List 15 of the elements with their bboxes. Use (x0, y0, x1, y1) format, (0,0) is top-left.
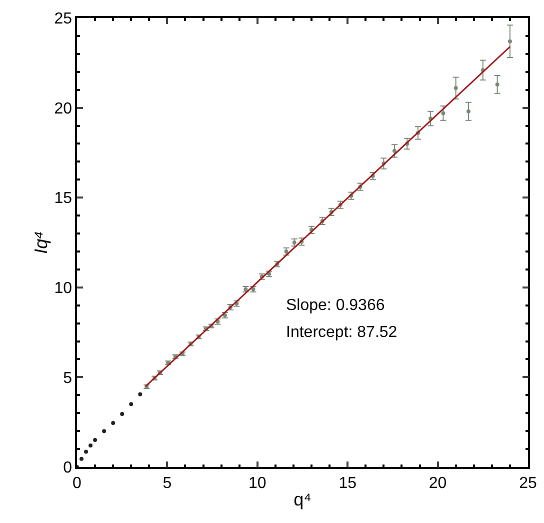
annotation: Intercept: 87.52 (286, 324, 398, 341)
x-tick-label: 20 (428, 474, 447, 492)
y-tick-label: 15 (54, 190, 72, 208)
y-tick-label: 0 (63, 460, 72, 477)
annotation: Slope: 0.9366 (286, 297, 385, 314)
x-tick-label: 10 (248, 474, 266, 492)
x-tick-label: 5 (162, 474, 172, 492)
y-axis-title: Iq⁴ (30, 231, 51, 254)
y-tick-label: 20 (54, 100, 72, 118)
y-tick-label: 10 (54, 280, 72, 297)
y-tick-label: 5 (63, 370, 72, 387)
x-tick-label: 15 (338, 474, 357, 492)
y-tick-label: 25 (54, 10, 72, 28)
x-tick-label: 25 (519, 474, 537, 492)
x-axis-title: q⁴ (294, 490, 312, 510)
